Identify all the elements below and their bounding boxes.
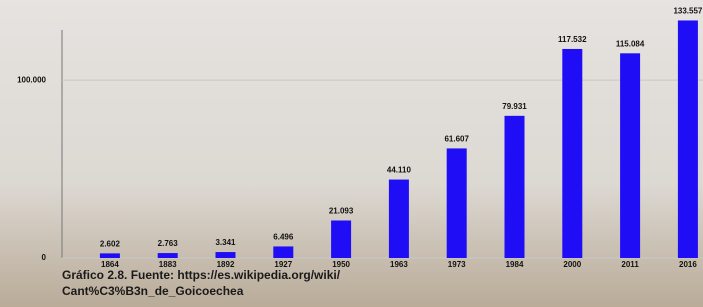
value-label: 3.341 — [215, 238, 236, 247]
value-label: 2.763 — [158, 239, 179, 248]
x-tick-label: 1883 — [159, 260, 177, 269]
value-label: 79.931 — [502, 102, 527, 111]
bar — [389, 180, 409, 258]
value-label: 61.607 — [444, 135, 469, 144]
value-label: 115.084 — [616, 39, 645, 48]
bar — [158, 253, 178, 258]
bar — [447, 148, 467, 258]
x-tick-label: 2011 — [621, 260, 639, 269]
x-tick-label: 2000 — [563, 260, 581, 269]
bar — [273, 246, 293, 258]
caption: Cant%C3%B3n_de_Goicoechea — [62, 284, 244, 298]
bar — [100, 253, 120, 258]
value-label: 44.110 — [387, 166, 412, 175]
x-tick-label: 1963 — [390, 260, 408, 269]
x-tick-label: 1984 — [506, 260, 524, 269]
y-tick-label: 0 — [42, 253, 47, 262]
x-tick-label: 1950 — [332, 260, 350, 269]
x-tick-label: 1864 — [101, 260, 119, 269]
value-label: 2.602 — [100, 239, 121, 248]
bar — [216, 252, 236, 258]
value-label: 6.496 — [273, 233, 294, 242]
x-tick-label: 2016 — [679, 260, 697, 269]
caption: Gráfico 2.8. Fuente: https://es.wikipedi… — [62, 268, 341, 282]
chart: Gráfico 2.8. Fuente: https://es.wikipedi… — [0, 0, 703, 307]
x-tick-label: 1927 — [274, 260, 292, 269]
bar — [505, 116, 525, 258]
bar — [331, 220, 351, 258]
y-tick-label: 100.000 — [17, 75, 46, 84]
bar — [678, 20, 698, 258]
bar — [562, 49, 582, 258]
value-label: 21.093 — [329, 207, 354, 216]
value-label: 133.557 — [673, 7, 702, 16]
x-tick-label: 1892 — [217, 260, 235, 269]
bar — [620, 53, 640, 258]
value-label: 117.532 — [558, 35, 587, 44]
x-tick-label: 1973 — [448, 260, 466, 269]
